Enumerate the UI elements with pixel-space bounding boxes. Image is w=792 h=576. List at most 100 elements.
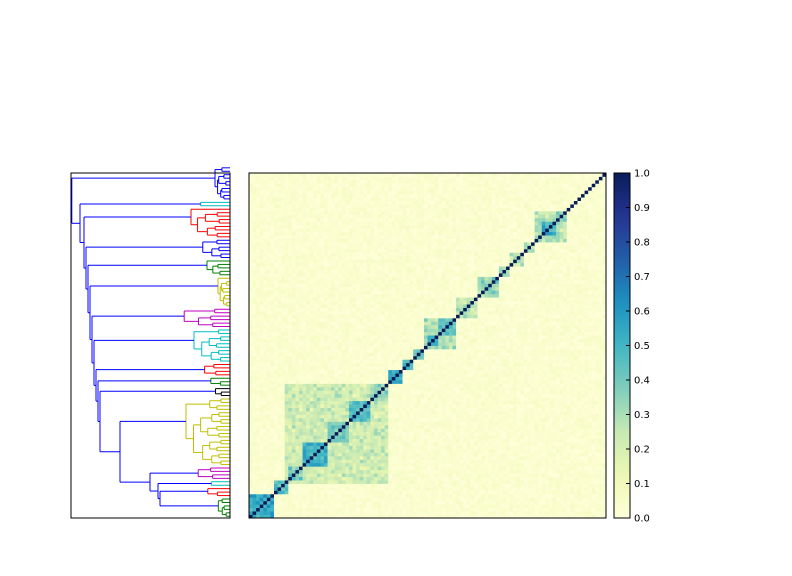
heatmap-cell xyxy=(559,490,564,495)
heatmap-cell xyxy=(281,431,286,436)
heatmap-cell xyxy=(441,486,446,491)
heatmap-cell xyxy=(516,493,521,498)
heatmap-cell xyxy=(413,366,418,371)
heatmap-cell xyxy=(388,431,393,436)
heatmap-cell xyxy=(420,369,425,374)
heatmap-cell xyxy=(459,473,464,477)
heatmap-cell xyxy=(584,511,589,515)
heatmap-cell xyxy=(345,480,350,484)
heatmap-cell xyxy=(502,459,507,464)
heatmap-cell xyxy=(391,407,396,412)
heatmap-cell xyxy=(538,383,543,388)
heatmap-cell xyxy=(298,459,303,464)
heatmap-cell xyxy=(484,411,489,415)
heatmap-cell xyxy=(516,466,521,471)
heatmap-cell xyxy=(377,362,382,367)
heatmap-cell xyxy=(427,476,432,481)
heatmap-cell xyxy=(284,417,289,422)
heatmap-cell xyxy=(427,455,432,460)
heatmap-cell xyxy=(309,480,314,484)
heatmap-cell xyxy=(277,404,282,408)
heatmap-cell xyxy=(370,493,375,498)
heatmap-cell xyxy=(452,459,457,464)
heatmap-cell xyxy=(563,407,568,412)
heatmap-cell xyxy=(388,414,393,419)
heatmap-cell xyxy=(552,497,557,502)
heatmap-cell xyxy=(341,455,346,460)
heatmap-cell xyxy=(338,376,343,381)
heatmap-cell xyxy=(470,424,475,429)
heatmap-cell xyxy=(363,407,368,412)
heatmap-cell xyxy=(395,435,400,440)
heatmap-cell xyxy=(356,417,361,422)
heatmap-cell xyxy=(420,466,425,471)
heatmap-cell xyxy=(320,452,325,457)
heatmap-cell xyxy=(541,507,546,512)
heatmap-cell xyxy=(563,362,568,367)
heatmap-cell xyxy=(431,414,436,419)
heatmap-cell xyxy=(281,376,286,381)
heatmap-cell xyxy=(259,459,264,464)
heatmap-cell xyxy=(434,417,439,422)
heatmap-cell xyxy=(291,355,296,360)
heatmap-cell xyxy=(484,369,489,374)
heatmap-cell xyxy=(391,466,396,471)
heatmap-cell xyxy=(541,445,546,450)
heatmap-cell xyxy=(423,366,428,371)
heatmap-cell xyxy=(506,480,511,484)
heatmap-cell xyxy=(441,359,446,364)
heatmap-cell xyxy=(431,369,436,374)
heatmap-cell xyxy=(370,480,375,484)
heatmap-cell xyxy=(545,514,550,519)
heatmap-cell xyxy=(581,435,585,440)
heatmap-cell xyxy=(288,376,293,381)
heatmap-cell xyxy=(259,500,264,505)
heatmap-cell xyxy=(363,480,368,484)
heatmap-cell xyxy=(270,514,275,519)
heatmap-cell xyxy=(456,466,461,471)
heatmap-cell xyxy=(331,414,336,419)
heatmap-cell xyxy=(420,414,425,419)
heatmap-cell xyxy=(513,431,518,436)
heatmap-cell xyxy=(427,445,432,450)
heatmap-cell xyxy=(398,442,403,446)
heatmap-cell xyxy=(352,404,357,408)
heatmap-cell xyxy=(273,435,278,440)
heatmap-cell xyxy=(377,507,382,512)
heatmap-cell xyxy=(456,483,461,488)
heatmap-cell xyxy=(388,435,393,440)
heatmap-cell xyxy=(356,359,361,364)
heatmap-cell xyxy=(566,476,571,481)
heatmap-cell xyxy=(406,355,411,360)
heatmap-cell xyxy=(548,393,553,398)
heatmap-cell xyxy=(391,417,396,422)
heatmap-cell xyxy=(463,414,468,419)
heatmap-cell xyxy=(366,380,371,384)
heatmap-cell xyxy=(488,383,493,388)
heatmap-cell xyxy=(591,366,596,371)
heatmap-cell xyxy=(252,469,257,474)
heatmap-cell xyxy=(313,424,318,429)
heatmap-cell xyxy=(416,500,421,505)
heatmap-cell xyxy=(306,359,311,364)
heatmap-cell xyxy=(520,490,525,495)
heatmap-cell xyxy=(559,476,564,481)
heatmap-cell xyxy=(381,486,386,491)
heatmap-cell xyxy=(566,480,571,484)
heatmap-cell xyxy=(320,490,325,495)
heatmap-cell xyxy=(341,386,346,391)
heatmap-cell xyxy=(416,359,421,364)
heatmap-cell xyxy=(348,497,353,502)
heatmap-cell xyxy=(381,504,386,509)
heatmap-cell xyxy=(602,445,607,450)
heatmap-cell xyxy=(334,452,339,457)
heatmap-cell xyxy=(270,476,275,481)
heatmap-cell xyxy=(413,380,418,384)
heatmap-cell xyxy=(484,445,489,450)
heatmap-cell xyxy=(473,400,478,405)
heatmap-cell xyxy=(395,514,400,519)
heatmap-cell xyxy=(288,473,293,477)
heatmap-cell xyxy=(441,428,446,433)
heatmap-cell xyxy=(384,362,389,367)
heatmap-cell xyxy=(295,452,300,457)
